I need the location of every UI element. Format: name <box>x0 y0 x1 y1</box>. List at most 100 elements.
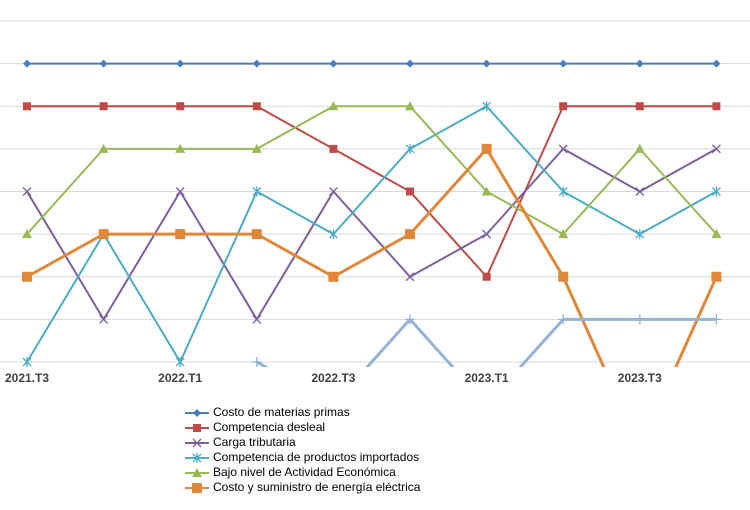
marker <box>251 357 262 367</box>
marker <box>329 59 338 68</box>
series <box>23 59 721 68</box>
series <box>22 144 721 324</box>
legend-entry: Competencia de productos importados <box>185 450 419 464</box>
marker <box>405 229 415 240</box>
marker <box>558 186 568 197</box>
x-tick-label: 2021.T3 <box>5 371 49 385</box>
marker <box>98 229 109 240</box>
series-line <box>26 147 717 321</box>
series-line <box>27 105 717 278</box>
grid <box>0 20 750 363</box>
legend-marker <box>192 438 202 448</box>
legend-marker <box>192 483 202 493</box>
marker <box>558 144 568 154</box>
marker <box>405 314 415 325</box>
marker <box>558 229 569 239</box>
marker <box>175 229 186 240</box>
marker <box>405 272 415 282</box>
x-tick-label: 2023.T3 <box>618 371 662 385</box>
marker <box>99 102 108 111</box>
series <box>23 102 721 281</box>
x-tick-label: 2023.T1 <box>465 371 509 385</box>
marker <box>481 186 492 196</box>
marker <box>405 101 415 111</box>
marker <box>22 187 32 196</box>
legend-marker <box>193 409 201 417</box>
plot-area <box>22 59 722 410</box>
legend-entry: Costo y suministro de energía eléctrica <box>185 480 421 494</box>
marker <box>328 229 338 240</box>
marker <box>251 143 262 153</box>
legend-label: Competencia de productos importados <box>213 450 419 464</box>
marker <box>252 186 262 197</box>
x-axis: 2021.T3 2022.T1 2022.T3 2023.T1 2023.T3 <box>5 371 662 385</box>
marker <box>711 144 721 154</box>
marker <box>329 144 338 153</box>
marker <box>482 400 492 410</box>
marker <box>712 102 721 111</box>
marker <box>99 59 108 68</box>
legend-label: Costo y suministro de energía eléctrica <box>213 480 421 494</box>
marker <box>252 102 261 111</box>
x-tick-label: 2022.T1 <box>158 371 202 385</box>
x-tick-label: 2022.T3 <box>311 371 355 385</box>
marker <box>711 229 722 239</box>
legend-marker <box>193 424 201 432</box>
series <box>22 101 721 367</box>
legend-marker <box>192 468 202 477</box>
marker <box>559 102 568 111</box>
marker <box>22 357 32 367</box>
marker <box>711 271 722 282</box>
marker <box>635 187 645 196</box>
legend-entry: Bajo nivel de Actividad Económica <box>185 465 396 479</box>
marker <box>22 229 32 239</box>
marker <box>176 59 185 68</box>
series <box>251 314 722 410</box>
series-line <box>26 105 718 236</box>
marker <box>406 187 414 196</box>
legend-label: Carga tributaria <box>213 435 296 449</box>
series <box>22 101 722 239</box>
marker <box>23 59 31 68</box>
marker <box>175 357 185 367</box>
marker <box>711 186 721 197</box>
marker <box>482 272 491 281</box>
legend-entry: Competencia desleal <box>185 420 325 434</box>
series-line <box>26 147 718 367</box>
marker <box>558 314 569 325</box>
legend-marker <box>192 453 202 463</box>
marker <box>251 229 262 240</box>
legend-label: Bajo nivel de Actividad Económica <box>213 465 396 479</box>
marker <box>635 59 644 68</box>
marker <box>22 271 32 282</box>
marker <box>328 101 339 111</box>
marker <box>635 102 644 111</box>
marker <box>481 143 492 154</box>
marker <box>406 59 414 68</box>
marker <box>482 59 491 68</box>
marker <box>252 314 262 324</box>
marker <box>405 143 415 154</box>
marker <box>98 143 109 153</box>
legend-entry: Costo de materias primas <box>185 405 350 419</box>
marker <box>634 314 645 325</box>
marker <box>176 102 185 111</box>
marker <box>712 59 721 68</box>
marker <box>711 314 722 325</box>
marker <box>23 102 31 111</box>
marker <box>558 271 569 282</box>
marker <box>252 59 261 68</box>
legend-entry: Carga tributaria <box>185 435 296 449</box>
legend-label: Competencia desleal <box>213 420 325 434</box>
marker <box>482 229 492 239</box>
marker <box>175 187 185 196</box>
marker <box>482 101 492 112</box>
marker <box>634 143 645 153</box>
marker <box>635 229 645 240</box>
marker <box>99 314 109 324</box>
series <box>22 143 722 367</box>
marker <box>328 187 338 196</box>
marker <box>175 143 186 153</box>
